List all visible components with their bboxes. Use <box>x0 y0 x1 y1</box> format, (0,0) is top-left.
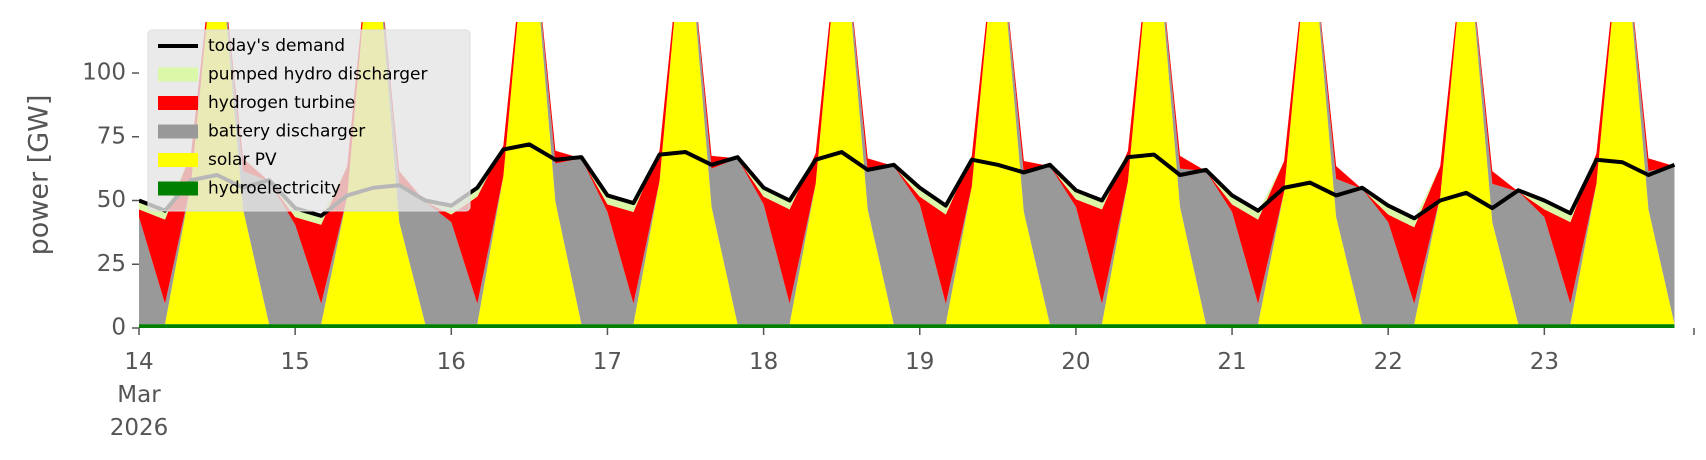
legend-label: hydroelectricity <box>208 179 341 199</box>
y-tick-label: 100 <box>82 60 126 86</box>
x-tick-label: 23 <box>1529 349 1559 375</box>
legend-label: pumped hydro discharger <box>208 65 427 85</box>
legend-label: hydrogen turbine <box>208 93 355 113</box>
legend-swatch <box>158 96 198 110</box>
area <box>139 324 1675 328</box>
legend: today's demand pumped hydro discharger hyd… <box>147 29 471 212</box>
legend-swatch <box>158 181 198 196</box>
x-tick-label: 19 <box>905 349 935 375</box>
x-tick-label: 17 <box>592 349 623 375</box>
legend-label: solar PV <box>208 150 277 170</box>
legend-box <box>147 29 471 212</box>
area <box>139 22 1675 325</box>
y-tick-label: 25 <box>97 251 126 277</box>
x-tick-label: 21 <box>1217 349 1247 375</box>
y-tick-label: 50 <box>97 187 126 213</box>
x-tick-label: 18 <box>748 349 779 375</box>
y-tick-label: 0 <box>111 315 126 341</box>
x-tick-label: 22 <box>1373 349 1403 375</box>
legend-swatch <box>158 124 198 139</box>
y-tick-label: 75 <box>97 123 126 149</box>
x-tick-label: 15 <box>280 349 310 375</box>
x-tick-label: 16 <box>436 349 466 375</box>
axes: 0 25 50 75 100 <box>82 60 1695 341</box>
area <box>139 22 1675 325</box>
legend-label: today's demand <box>208 36 345 56</box>
y-axis-label: power [GW] <box>24 95 55 256</box>
legend-swatch <box>158 153 198 167</box>
x-tick-label: 20 <box>1061 349 1091 375</box>
x-tick-label: 14 Mar 2026 <box>109 349 169 441</box>
legend-swatch <box>158 67 198 82</box>
legend-label: battery discharger <box>208 122 365 142</box>
